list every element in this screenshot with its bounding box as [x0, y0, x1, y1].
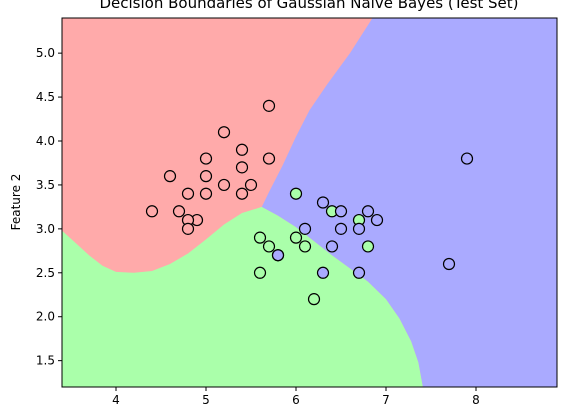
y-axis: 1.5 2.0 2.5 3.0 3.5 4.0 4.5 5.0 [36, 46, 62, 368]
point-class-2-7 [352, 222, 366, 235]
point-class-0-14 [172, 205, 186, 218]
decision-regions [62, 18, 557, 387]
point-class-2-10 [442, 257, 456, 271]
point-class-1-10 [307, 293, 321, 306]
test-points [145, 99, 474, 306]
x-tick-label: 5 [202, 393, 210, 407]
point-class-0-6 [235, 161, 249, 174]
point-class-0-8 [217, 178, 231, 192]
y-tick-label: 5.0 [36, 46, 55, 60]
point-class-0-12 [235, 187, 249, 200]
y-axis-label: Feature 2 [9, 174, 23, 231]
point-class-1-7 [361, 240, 375, 253]
chart-title: Decision Boundaries of Gaussian Naive Ba… [99, 0, 518, 12]
x-tick-label: 6 [292, 393, 300, 407]
point-class-2-2 [334, 205, 348, 218]
point-class-2-12 [352, 266, 366, 279]
point-class-2-3 [361, 205, 375, 218]
point-class-1-6 [298, 240, 312, 253]
x-axis: 4 5 6 7 8 [112, 387, 480, 407]
x-tick-label: 4 [112, 393, 120, 407]
point-class-2-9 [271, 249, 285, 262]
point-class-1-5 [262, 240, 276, 253]
point-class-2-6 [334, 222, 348, 235]
region-class-2 [261, 18, 557, 387]
y-tick-label: 2.0 [36, 310, 55, 324]
point-class-0-5 [163, 170, 177, 183]
point-class-0-0 [262, 99, 276, 112]
y-tick-label: 3.5 [36, 178, 55, 192]
point-class-1-3 [289, 231, 303, 244]
point-class-1-0 [289, 187, 303, 200]
y-tick-label: 2.5 [36, 266, 55, 280]
point-class-2-0 [460, 152, 474, 165]
point-class-2-11 [316, 266, 330, 279]
y-tick-label: 3.0 [36, 222, 55, 236]
point-class-2-4 [370, 213, 384, 227]
point-class-2-1 [316, 196, 330, 209]
y-tick-label: 4.5 [36, 90, 55, 104]
y-tick-label: 4.0 [36, 134, 55, 148]
point-class-2-5 [298, 222, 312, 235]
point-class-0-13 [145, 205, 159, 218]
point-class-0-7 [199, 170, 213, 183]
point-class-0-10 [181, 187, 195, 200]
point-class-0-17 [181, 222, 195, 235]
plot-frame [61, 17, 558, 388]
region-class-1 [62, 206, 423, 387]
point-class-0-4 [262, 152, 276, 165]
point-class-2-8 [325, 240, 339, 253]
point-class-0-9 [244, 178, 258, 192]
point-class-0-1 [217, 126, 231, 139]
point-class-1-4 [253, 231, 267, 244]
point-class-0-3 [235, 143, 249, 156]
x-tick-label: 7 [382, 393, 390, 407]
y-tick-label: 1.5 [36, 354, 55, 368]
point-class-1-9 [253, 266, 267, 279]
x-tick-label: 8 [472, 393, 480, 407]
point-class-0-11 [199, 187, 213, 200]
point-class-0-2 [199, 152, 213, 165]
